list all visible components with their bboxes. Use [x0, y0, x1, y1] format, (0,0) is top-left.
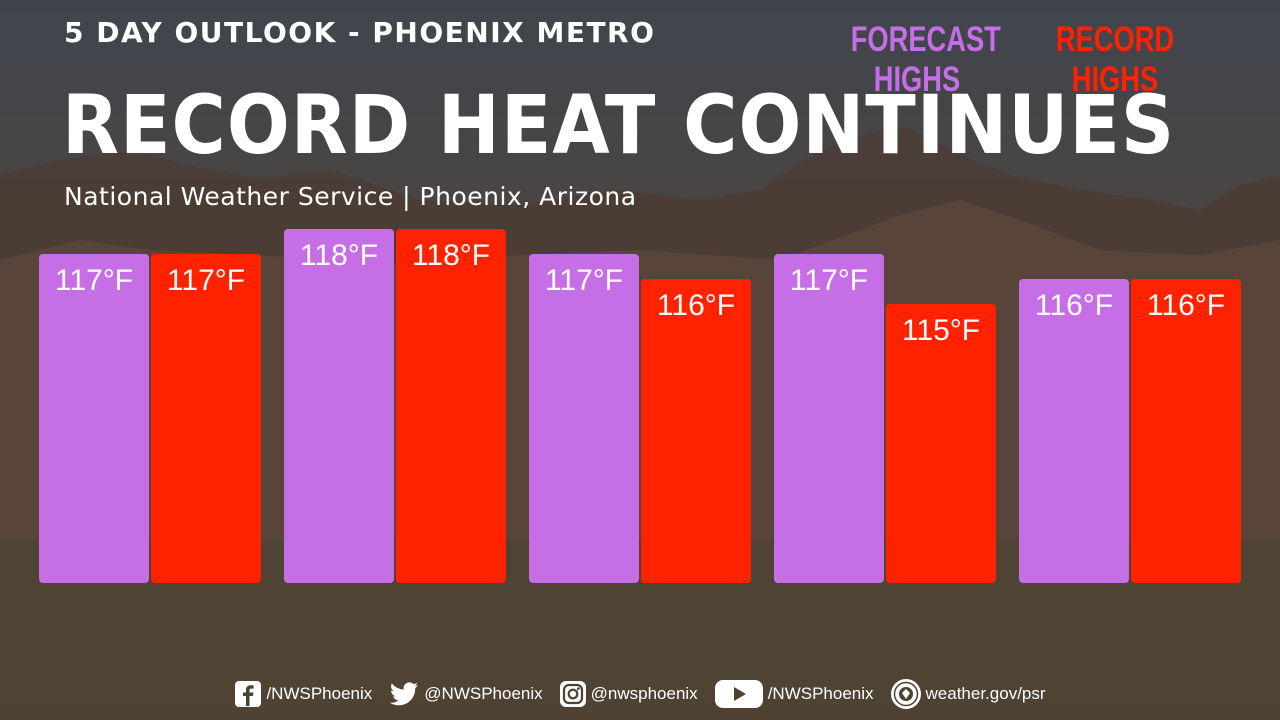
- bar-value-label: 117°F: [55, 264, 133, 297]
- legend-label-line2: HIGHS: [873, 60, 961, 99]
- bar-saturday-forecast-highs: [39, 254, 149, 583]
- bar-monday-record-highs: [641, 279, 751, 583]
- bar-wednesday-record-highs: [1131, 279, 1241, 583]
- twitter-handle: @NWSPhoenix: [424, 684, 543, 703]
- youtube-link[interactable]: /NWSPhoenix: [714, 679, 874, 709]
- instagram-link[interactable]: @nwsphoenix: [559, 680, 698, 708]
- social-footer: /NWSPhoenix @NWSPhoenix @nwsphoenix /NWS…: [0, 672, 1280, 716]
- nws-seal-icon: [890, 678, 922, 710]
- chart-title: RECORD HEAT CONTINUES: [62, 78, 1176, 173]
- bar-saturday-record-highs: [151, 254, 261, 583]
- bar-sunday-forecast-highs: [284, 229, 394, 583]
- bar-sunday-record-highs: [396, 229, 506, 583]
- instagram-icon: [559, 680, 587, 708]
- bar-value-label: 117°F: [167, 264, 245, 297]
- bar-chart: 117°F117°FSATURDAY118°F118°FSUNDAY117°F1…: [39, 229, 1241, 583]
- twitter-link[interactable]: @NWSPhoenix: [388, 680, 543, 708]
- youtube-icon: [714, 679, 764, 709]
- bar-value-label: 116°F: [1147, 289, 1225, 322]
- chart-subtitle: 5 DAY OUTLOOK - PHOENIX METRO: [64, 16, 656, 49]
- bar-value-label: 115°F: [902, 314, 980, 347]
- bar-value-label: 116°F: [1035, 289, 1113, 322]
- twitter-icon: [388, 680, 420, 708]
- bar-value-label: 116°F: [657, 289, 735, 322]
- legend-record-highs: RECORD HIGHS: [1049, 20, 1182, 100]
- bar-wednesday-forecast-highs: [1019, 279, 1129, 583]
- source-label: National Weather Service | Phoenix, Ariz…: [64, 182, 637, 211]
- bar-value-label: 117°F: [790, 264, 868, 297]
- facebook-link[interactable]: /NWSPhoenix: [234, 680, 372, 708]
- facebook-icon: [234, 680, 262, 708]
- bar-tuesday-record-highs: [886, 304, 996, 583]
- facebook-handle: /NWSPhoenix: [266, 684, 373, 703]
- bar-tuesday-forecast-highs: [774, 254, 884, 583]
- legend-label-line1: RECORD: [1055, 20, 1175, 59]
- bar-value-label: 118°F: [300, 239, 378, 272]
- youtube-handle: /NWSPhoenix: [767, 684, 874, 703]
- legend-forecast-highs: FORECAST HIGHS: [850, 20, 1001, 100]
- bar-monday-forecast-highs: [529, 254, 639, 583]
- bar-value-label: 117°F: [545, 264, 623, 297]
- instagram-handle: @nwsphoenix: [590, 684, 698, 703]
- legend-label-line2: HIGHS: [1071, 60, 1159, 99]
- bar-value-label: 118°F: [412, 239, 490, 272]
- website-link[interactable]: weather.gov/psr: [890, 678, 1046, 710]
- legend-label-line1: FORECAST: [850, 20, 1001, 59]
- website-url: weather.gov/psr: [925, 684, 1046, 703]
